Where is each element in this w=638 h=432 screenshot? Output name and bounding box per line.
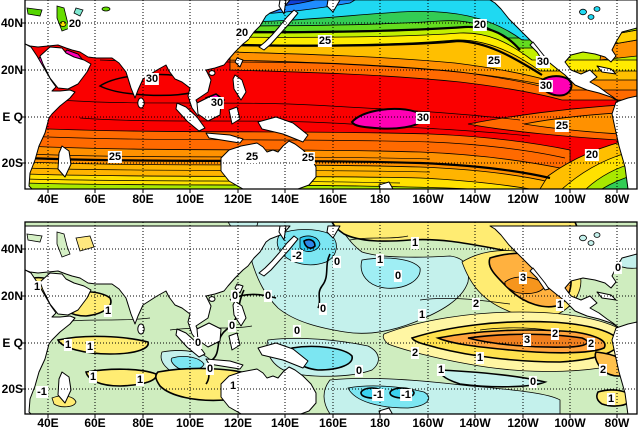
top-thick-labeled-contours [25,25,551,180]
top-east-cool-wedge [467,103,637,142]
bottom-lakes [26,231,601,258]
bottom-panel-frame [21,221,638,418]
top-gridlines [25,0,637,189]
top-panel-frame [21,0,638,193]
bottom-gridlines [25,222,637,414]
top-lakes [26,5,601,32]
top-panel-field [25,0,637,189]
top-southeast-cold-wedge [539,137,637,189]
bottom-panel-field [25,222,637,414]
